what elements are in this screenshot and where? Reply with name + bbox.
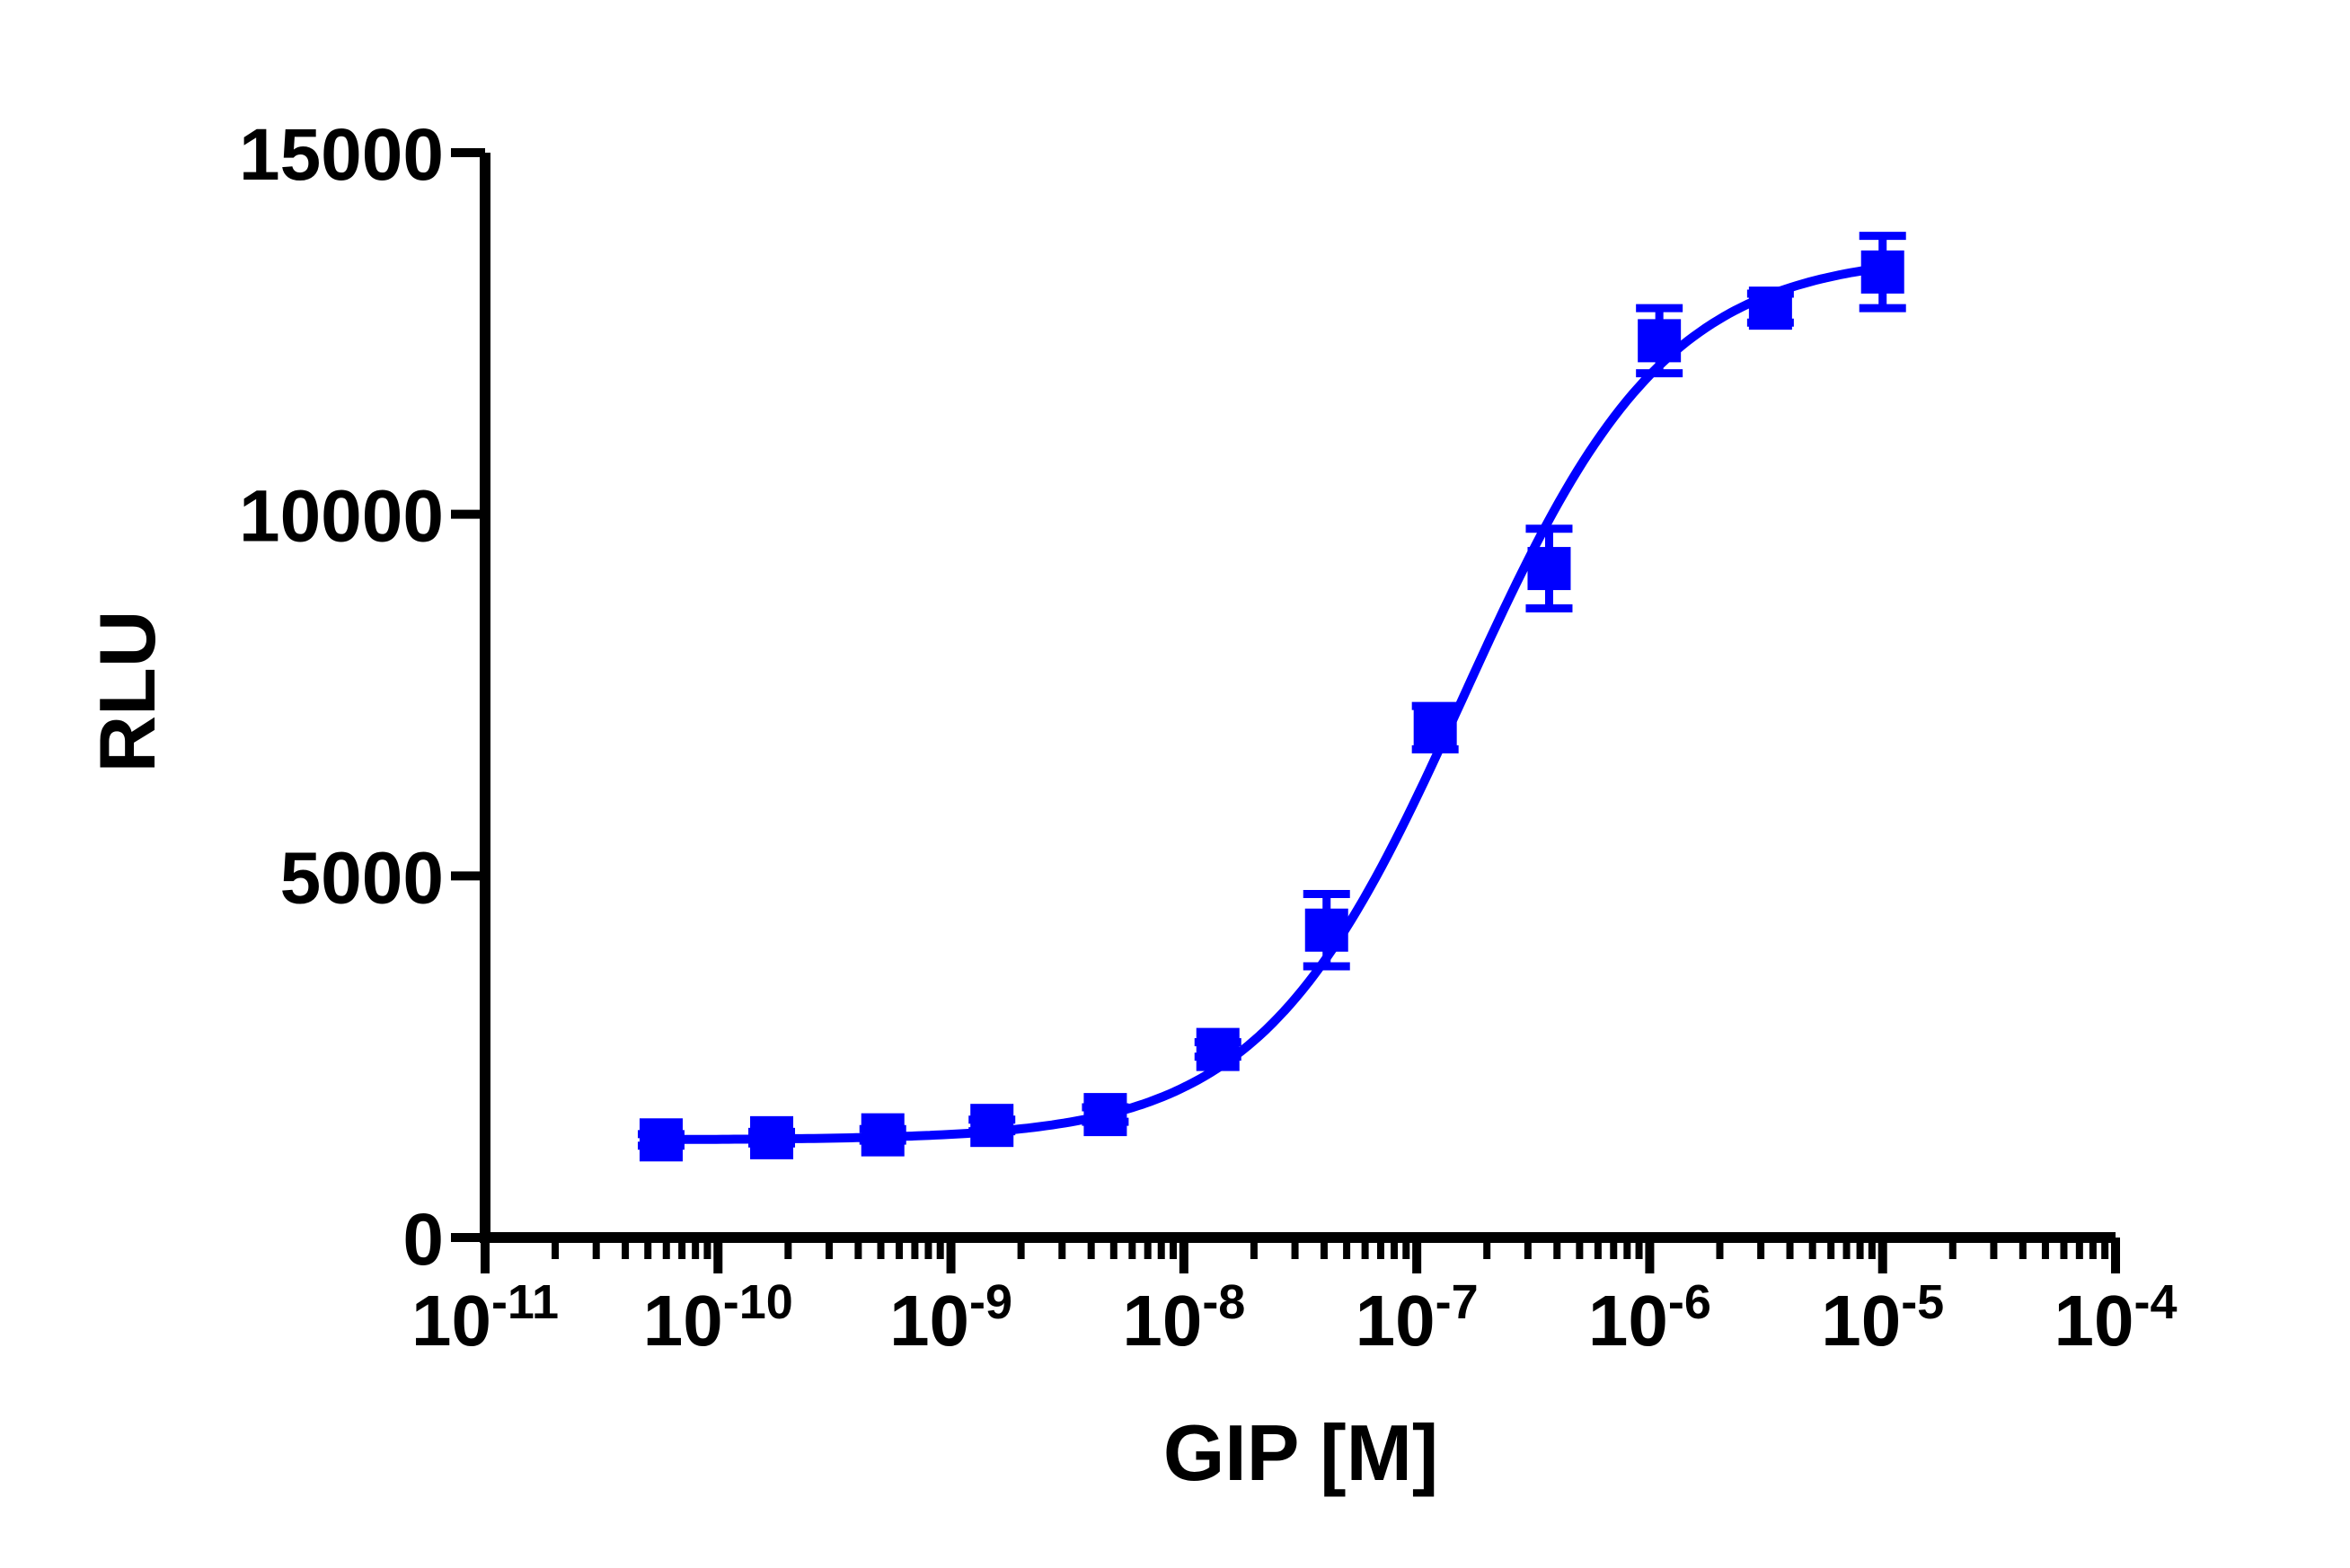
data-point-marker	[1196, 1027, 1240, 1071]
data-point-group	[637, 1118, 685, 1162]
x-tick-label: 10-7	[1356, 1275, 1479, 1361]
y-axis-title: RLU	[83, 611, 172, 773]
data-point-marker	[1748, 286, 1792, 330]
x-tick-label: 10-5	[1821, 1275, 1944, 1361]
x-tick-base: 10	[1821, 1281, 1901, 1361]
x-tick-base: 10	[889, 1281, 969, 1361]
data-point-marker	[639, 1118, 683, 1162]
fit-curve-layer	[661, 263, 1884, 1144]
data-point-marker	[1527, 547, 1571, 591]
x-tick-exponent: -7	[1436, 1275, 1479, 1329]
data-point-group	[1525, 524, 1573, 612]
data-point-marker	[1413, 706, 1457, 750]
y-tick-label: 0	[402, 1199, 444, 1281]
x-tick-exponent: -6	[1668, 1275, 1711, 1329]
x-tick-base: 10	[411, 1281, 491, 1361]
x-tick-label: 10-8	[1122, 1275, 1245, 1361]
data-point-marker	[1304, 908, 1348, 952]
x-tick-exponent: -5	[1901, 1275, 1944, 1329]
x-tick-label: 10-9	[889, 1275, 1012, 1361]
data-point-group	[1746, 286, 1794, 330]
x-tick-label: 10-6	[1588, 1275, 1711, 1361]
x-tick-exponent: -11	[491, 1275, 559, 1329]
data-point-group	[968, 1104, 1016, 1148]
x-tick-exponent: -8	[1202, 1275, 1245, 1329]
data-point-group	[859, 1113, 906, 1157]
data-point-marker	[970, 1104, 1014, 1148]
x-axis-title: GIP [M]	[1163, 1408, 1438, 1497]
x-tick-exponent: -9	[969, 1275, 1012, 1329]
fit-curve	[661, 263, 1884, 1144]
data-point-marker	[1083, 1093, 1127, 1137]
x-tick-label: 10-4	[2054, 1275, 2178, 1361]
x-tick-base: 10	[2054, 1281, 2134, 1361]
y-tick-label: 5000	[280, 837, 444, 919]
data-point-group	[1411, 701, 1459, 753]
data-point-group	[1194, 1027, 1241, 1071]
data-point-marker	[1860, 250, 1904, 294]
data-points-layer	[637, 232, 1906, 1162]
data-point-group	[1636, 304, 1683, 378]
y-tick-label: 15000	[239, 114, 444, 196]
data-point-group	[1859, 232, 1906, 313]
x-tick-base: 10	[1356, 1281, 1436, 1361]
data-point-marker	[861, 1113, 905, 1157]
x-tick-exponent: -4	[2134, 1275, 2177, 1329]
x-tick-exponent: -10	[723, 1275, 793, 1329]
data-point-marker	[1638, 319, 1682, 363]
data-point-marker	[750, 1115, 794, 1159]
x-tick-base: 10	[643, 1281, 723, 1361]
data-point-group	[1082, 1093, 1129, 1137]
data-point-group	[748, 1115, 796, 1159]
x-tick-label: 10-10	[643, 1275, 793, 1361]
data-point-group	[1303, 889, 1350, 971]
x-tick-label: 10-11	[411, 1275, 559, 1361]
x-tick-base: 10	[1588, 1281, 1668, 1361]
y-tick-label: 10000	[239, 476, 444, 558]
x-tick-base: 10	[1122, 1281, 1202, 1361]
